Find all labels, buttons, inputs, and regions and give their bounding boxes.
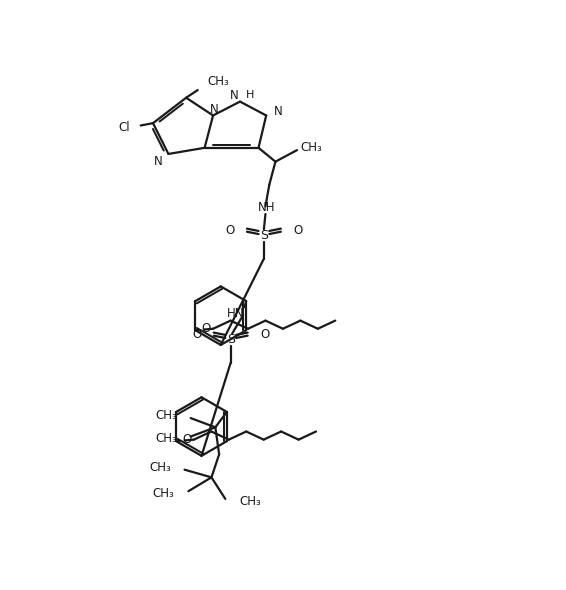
Text: N: N xyxy=(153,155,162,168)
Text: CH₃: CH₃ xyxy=(301,141,323,155)
Text: N: N xyxy=(230,89,238,102)
Text: Cl: Cl xyxy=(118,120,130,133)
Text: N: N xyxy=(210,103,219,116)
Text: N: N xyxy=(274,105,282,118)
Text: O: O xyxy=(225,224,235,237)
Text: CH₃: CH₃ xyxy=(155,409,177,422)
Text: CH₃: CH₃ xyxy=(155,432,177,445)
Text: HN: HN xyxy=(226,307,244,320)
Text: CH₃: CH₃ xyxy=(153,487,174,500)
Text: S: S xyxy=(260,229,268,242)
Text: CH₃: CH₃ xyxy=(207,75,229,88)
Text: O: O xyxy=(182,433,191,446)
Text: NH: NH xyxy=(258,201,276,214)
Text: O: O xyxy=(293,224,302,237)
Text: O: O xyxy=(192,329,201,342)
Text: O: O xyxy=(201,322,211,335)
Text: O: O xyxy=(260,329,269,342)
Text: CH₃: CH₃ xyxy=(239,495,261,508)
Text: S: S xyxy=(227,333,235,346)
Text: H: H xyxy=(246,90,255,100)
Text: CH₃: CH₃ xyxy=(149,461,171,474)
